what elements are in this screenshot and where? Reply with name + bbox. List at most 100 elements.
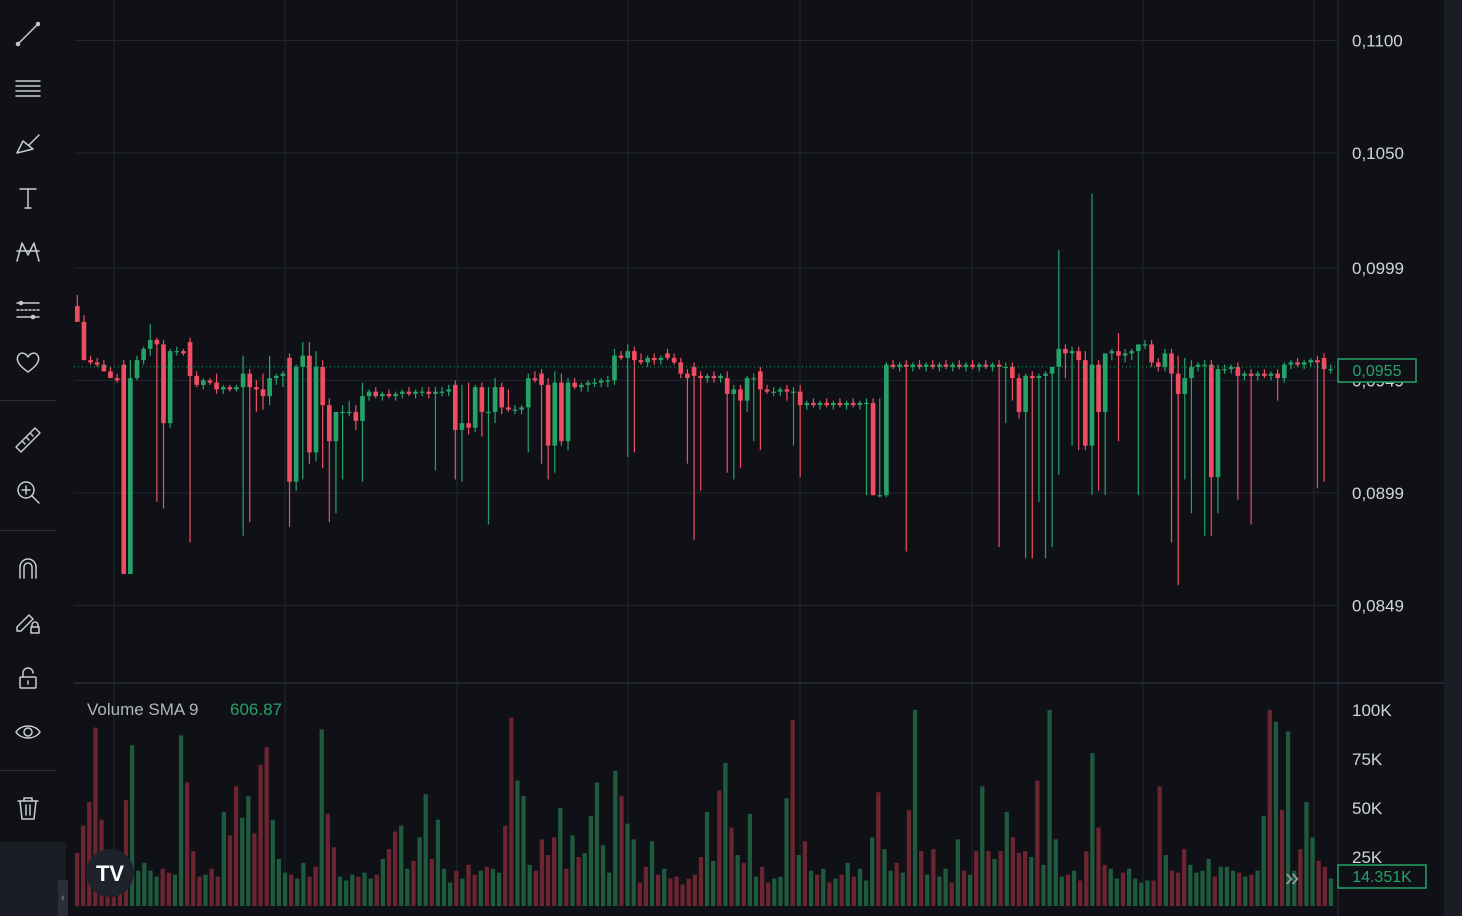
volume-bar xyxy=(772,878,777,906)
zoom-in-tool[interactable] xyxy=(6,470,50,514)
candle-body xyxy=(433,391,438,394)
candle-body xyxy=(777,389,783,392)
candle-body xyxy=(1063,348,1068,354)
candle-body xyxy=(326,405,332,442)
volume-bar xyxy=(655,874,661,906)
trend-line-tool[interactable] xyxy=(6,12,50,56)
volume-bar xyxy=(380,858,386,906)
candle-body xyxy=(1016,378,1022,412)
candle-body xyxy=(877,495,883,497)
unlock-tool[interactable] xyxy=(6,656,50,700)
unlock-icon xyxy=(19,667,37,689)
brush-tool[interactable] xyxy=(6,122,50,166)
candle-body xyxy=(234,387,239,390)
candle-body xyxy=(1162,353,1168,367)
delete-tool[interactable] xyxy=(6,786,50,830)
volume-bar xyxy=(509,717,514,906)
volume-bar xyxy=(325,813,330,906)
volume-indicator-legend[interactable]: Volume SMA 9 606.87 xyxy=(87,700,282,719)
collapse-toolbar-button[interactable]: ‹ xyxy=(58,880,68,916)
volume-bar xyxy=(668,878,673,906)
candle-body xyxy=(1149,344,1154,363)
pattern-tool[interactable] xyxy=(6,230,50,274)
candle-body xyxy=(791,391,796,393)
text-tool[interactable] xyxy=(6,176,50,220)
volume-bar xyxy=(1163,855,1168,906)
candle-body xyxy=(353,411,359,421)
ruler-tool[interactable] xyxy=(6,418,50,462)
volume-bar xyxy=(1194,872,1199,906)
volume-bar xyxy=(1316,860,1321,906)
candle-body xyxy=(506,407,511,410)
volume-bar xyxy=(967,874,973,906)
candle-body xyxy=(1262,373,1267,376)
volume-bar xyxy=(270,819,275,906)
volume-bar xyxy=(649,841,655,906)
candle-body xyxy=(545,384,551,446)
candlestick-series[interactable] xyxy=(74,193,1338,586)
candle-body xyxy=(565,382,571,442)
volume-bar xyxy=(876,792,881,906)
volume-bar xyxy=(539,839,545,906)
volume-bar xyxy=(185,782,190,906)
candle-body xyxy=(121,364,127,574)
candle-body xyxy=(1255,373,1261,376)
volume-bar xyxy=(796,855,801,906)
candle-body xyxy=(731,389,737,394)
price-tick-label: 0,0999 xyxy=(1352,259,1404,278)
candle-body xyxy=(1010,366,1015,379)
volume-bar xyxy=(74,853,80,906)
candle-body xyxy=(844,402,849,406)
volume-bar xyxy=(240,817,245,906)
candle-body xyxy=(1136,344,1141,352)
indicator-name: Volume SMA 9 xyxy=(87,700,199,719)
scroll-to-realtime-button[interactable]: » xyxy=(1285,862,1299,892)
volume-bar xyxy=(1310,837,1315,906)
candle-body xyxy=(698,375,704,379)
candle-body xyxy=(1043,373,1048,376)
candle-body xyxy=(976,364,982,367)
candle-body xyxy=(479,387,485,412)
volume-bar xyxy=(533,870,538,906)
candle-body xyxy=(678,362,684,374)
candle-body xyxy=(1195,364,1201,367)
horizontal-lines-tool[interactable] xyxy=(6,66,50,110)
toolbar-divider xyxy=(0,400,56,401)
candle-body xyxy=(108,371,113,379)
tradingview-logo[interactable]: TV xyxy=(86,849,134,897)
visibility-tool[interactable] xyxy=(6,710,50,754)
volume-bar xyxy=(815,874,820,906)
favorites-tool[interactable] xyxy=(6,340,50,384)
volume-bar xyxy=(637,882,642,906)
lock-drawing-tool[interactable] xyxy=(6,600,50,644)
candle-body xyxy=(187,342,193,376)
candle-body xyxy=(890,364,896,367)
volume-bar xyxy=(1133,878,1138,906)
volume-bar xyxy=(429,858,434,906)
volume-bar xyxy=(692,874,697,906)
candle-body xyxy=(797,391,803,406)
volume-bar xyxy=(582,853,587,906)
candle-body xyxy=(605,380,611,382)
volume-bar xyxy=(527,864,532,906)
volume-axis[interactable]: 100K 75K 50K 25K xyxy=(1352,701,1392,867)
volume-bar xyxy=(808,870,814,906)
volume-bar xyxy=(1230,870,1236,906)
candle-body xyxy=(751,378,757,380)
forecast-tool[interactable] xyxy=(6,288,50,332)
candle-body xyxy=(200,380,206,385)
candle-body xyxy=(466,423,471,428)
volume-bar xyxy=(625,823,630,906)
volume-bar xyxy=(735,855,740,906)
volume-bar xyxy=(148,870,153,906)
volume-bar xyxy=(992,858,997,906)
volume-bar xyxy=(680,884,685,906)
candle-body xyxy=(525,378,531,408)
magnet-tool[interactable] xyxy=(6,546,50,590)
volume-bar xyxy=(1224,866,1230,906)
volume-bar xyxy=(594,782,600,906)
candle-body xyxy=(1096,364,1101,412)
svg-text:TV: TV xyxy=(96,861,124,886)
volume-bar xyxy=(1029,856,1034,906)
